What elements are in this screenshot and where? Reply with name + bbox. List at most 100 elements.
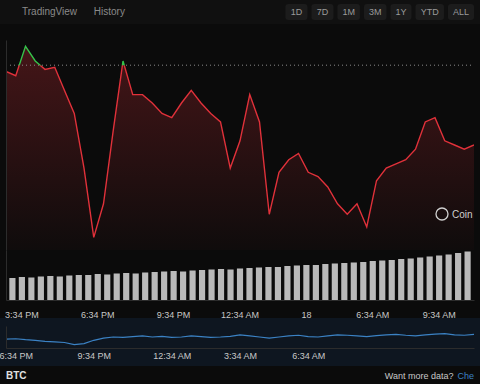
volume-bar	[38, 277, 44, 301]
volume-bar	[152, 272, 158, 300]
x-axis: 3:34 PM 6:34 PM 9:34 PM 12:34 AM 18 6:34 AM 9:…	[5, 300, 474, 320]
x-axis-line	[7, 300, 475, 301]
x-tick: 6:34 AM	[356, 300, 389, 320]
volume-bar	[341, 263, 347, 300]
y-axis-line	[6, 251, 7, 301]
volume-bar	[455, 253, 461, 300]
volume-bar	[104, 275, 110, 301]
volume-bar	[417, 258, 423, 301]
x-tick: 3:34 PM	[5, 300, 39, 320]
header: TradingView History ALL YTD 1Y 3M 1M 7D 1D	[0, 0, 480, 24]
range-label[interactable]: 1D	[291, 7, 303, 17]
chart-root: TradingView History ALL YTD 1Y 3M 1M 7D 1D 3:34 P…	[0, 0, 480, 384]
range-label[interactable]: YTD	[421, 7, 440, 17]
background	[0, 0, 480, 384]
x-tick-label: 6:34 AM	[356, 310, 389, 320]
range-button[interactable]	[364, 4, 387, 20]
y-axis-line	[6, 327, 7, 349]
navigator-line	[6, 334, 474, 345]
x-tick-label: 6:34 PM	[81, 310, 115, 320]
volume-bar	[398, 259, 404, 300]
y-axis	[6, 41, 7, 251]
watermark-icon	[436, 208, 448, 220]
price-line-above	[6, 46, 474, 65]
volume-bar	[114, 274, 120, 301]
range-label[interactable]: 1M	[342, 7, 355, 17]
plot-data	[6, 46, 474, 250]
volume-bar	[465, 252, 471, 301]
x-axis-line	[7, 348, 475, 349]
volume-bar	[408, 259, 414, 301]
x-tick: 9:34 PM	[77, 348, 111, 361]
chart-svg: TradingView History ALL YTD 1Y 3M 1M 7D 1D 3:34 P…	[0, 0, 480, 384]
range-button[interactable]	[311, 4, 333, 20]
volume-bar	[332, 264, 338, 301]
x-tick: 18	[301, 300, 311, 320]
range-label[interactable]: ALL	[453, 7, 469, 17]
x-tick: 6:34 PM	[0, 348, 33, 361]
plot-data	[9, 252, 470, 301]
volume-bar	[294, 266, 300, 301]
volume-bar	[389, 260, 395, 300]
range-label[interactable]: 3M	[369, 7, 382, 17]
watermark-text: Coin	[452, 209, 473, 220]
x-tick: 9:34 AM	[423, 300, 456, 320]
volume-bar	[95, 274, 101, 300]
range-label[interactable]: 7D	[317, 7, 329, 17]
volume-bar	[284, 266, 290, 300]
range-label[interactable]: 1Y	[395, 7, 406, 17]
volume-bar	[161, 272, 167, 301]
range-button[interactable]	[285, 4, 307, 20]
x-tick: 6:34 AM	[292, 348, 325, 361]
volume-bar	[9, 278, 15, 300]
volume-bar	[246, 268, 252, 300]
symbol: BTC	[6, 370, 27, 381]
volume-bar	[227, 270, 233, 301]
header-tab[interactable]: TradingView	[22, 6, 78, 17]
volume-bar	[265, 267, 271, 300]
x-tick-label: 3:34 AM	[224, 351, 257, 361]
volume-bar	[446, 255, 452, 301]
volume-bar	[57, 277, 63, 301]
baseline	[6, 65, 474, 66]
x-tick: 12:34 AM	[221, 300, 259, 320]
range-button[interactable]	[337, 4, 360, 20]
volume-bar	[303, 265, 309, 300]
volume-bar	[47, 276, 53, 300]
volume-bar	[19, 277, 25, 300]
range-button[interactable]	[415, 4, 444, 20]
volume-bar	[313, 265, 319, 300]
x-tick-label: 3:34 PM	[5, 310, 39, 320]
header-bar	[0, 0, 480, 24]
range-button[interactable]	[448, 4, 474, 20]
volume-bar	[142, 273, 148, 301]
chart-1: 3:34 PM 6:34 PM 9:34 PM 12:34 AM 18 6:34 AM 9:…	[5, 251, 474, 321]
y-axis-line	[6, 41, 7, 251]
x-tick: 9:34 PM	[157, 300, 191, 320]
volume-bar	[199, 270, 205, 300]
y-axis	[6, 251, 7, 301]
volume-bar	[171, 271, 177, 300]
header-tab[interactable]: History	[94, 6, 125, 17]
x-tick-label: 9:34 AM	[423, 310, 456, 320]
volume-bar	[436, 256, 442, 301]
x-axis: 6:34 PM 9:34 PM 12:34 AM 3:34 AM 6:34 AM	[0, 348, 475, 361]
chart-2: 6:34 PM 9:34 PM 12:34 AM 3:34 AM 6:34 AM	[0, 327, 475, 362]
x-tick-label: 6:34 PM	[0, 351, 33, 361]
volume-bar	[190, 271, 196, 301]
x-tick: 12:34 AM	[153, 348, 191, 361]
volume-bar	[123, 273, 129, 300]
x-tick: 3:34 AM	[224, 348, 257, 361]
volume-bar	[133, 274, 139, 301]
volume-bar	[237, 269, 243, 301]
range-button[interactable]	[390, 4, 411, 20]
volume-bar	[427, 257, 433, 301]
volume-bar	[351, 263, 357, 301]
volume-bar	[275, 267, 281, 300]
volume-bar	[66, 276, 72, 301]
volume-bar	[180, 272, 186, 301]
footer-link[interactable]: Che	[457, 371, 474, 381]
x-tick-label: 18	[301, 310, 311, 320]
volume-bar	[208, 270, 214, 301]
volume-bar	[322, 264, 328, 300]
